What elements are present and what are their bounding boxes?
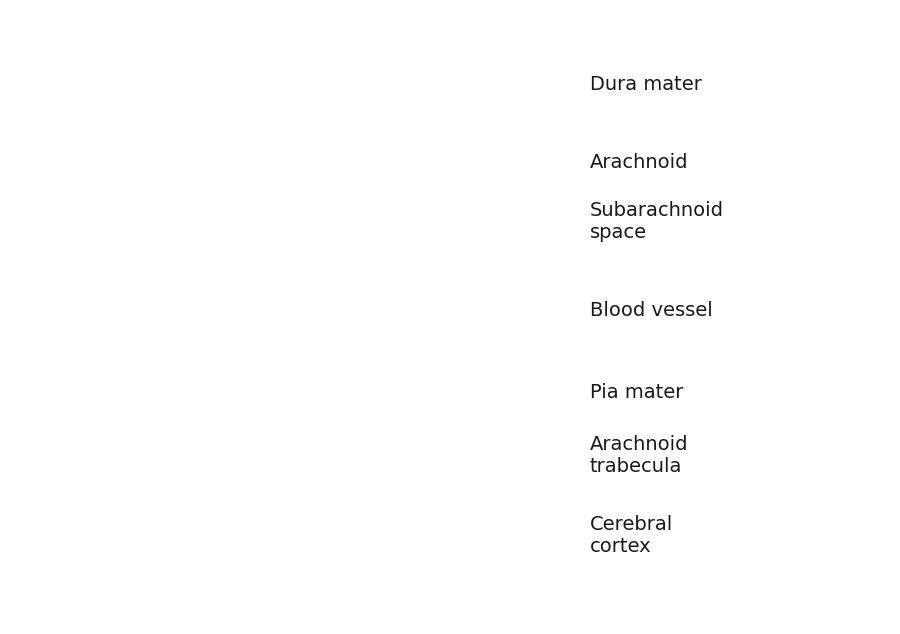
Text: Cerebral
cortex: Cerebral cortex: [590, 515, 673, 555]
Text: Pia mater: Pia mater: [590, 384, 683, 403]
Text: Blood vessel: Blood vessel: [590, 301, 713, 320]
Text: Dura mater: Dura mater: [590, 75, 702, 94]
Text: Arachnoid
trabecula: Arachnoid trabecula: [590, 434, 688, 476]
Text: Subarachnoid
space: Subarachnoid space: [590, 202, 724, 242]
Text: Arachnoid: Arachnoid: [590, 153, 688, 172]
